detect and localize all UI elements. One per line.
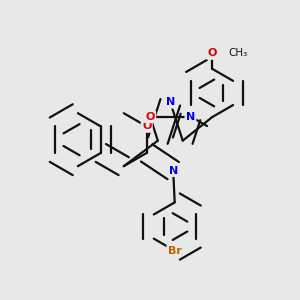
Text: N: N xyxy=(169,166,178,176)
Text: O: O xyxy=(146,112,155,122)
Text: O: O xyxy=(208,49,217,58)
Text: N: N xyxy=(166,97,175,107)
Text: N: N xyxy=(186,112,195,122)
Text: CH₃: CH₃ xyxy=(228,48,248,58)
Text: Br: Br xyxy=(168,246,182,256)
Text: O: O xyxy=(142,122,152,131)
